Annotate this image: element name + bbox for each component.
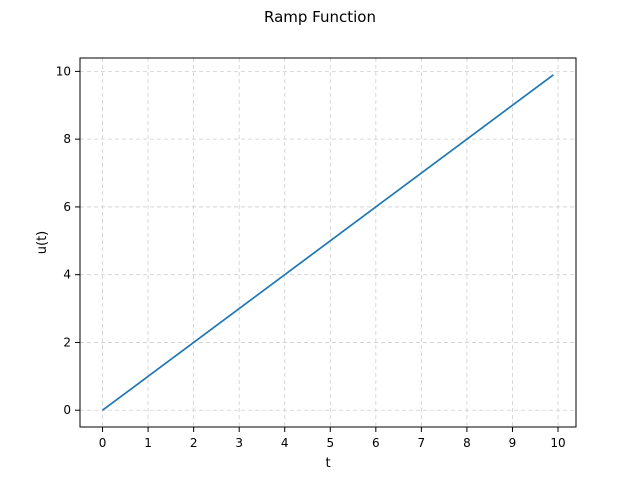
x-tick-label: 1 xyxy=(144,436,152,450)
x-tick-label: 7 xyxy=(418,436,426,450)
y-tick-label: 4 xyxy=(63,268,71,282)
x-tick-label: 5 xyxy=(326,436,334,450)
plot-area-frame xyxy=(79,57,577,428)
x-tick-label: 3 xyxy=(235,436,243,450)
ramp-series-line-0 xyxy=(102,74,554,411)
series-layer xyxy=(102,74,554,411)
y-tick-label: 0 xyxy=(63,403,71,417)
y-tick-label: 10 xyxy=(56,64,71,78)
x-tick-label: 0 xyxy=(99,436,107,450)
y-tick-label: 6 xyxy=(63,200,71,214)
grid-lines xyxy=(80,58,576,427)
x-tick-label: 8 xyxy=(463,436,471,450)
x-tick-label: 6 xyxy=(372,436,380,450)
y-tick-label: 2 xyxy=(63,335,71,349)
y-axis-label: u(t) xyxy=(35,231,50,254)
y-tick-label: 8 xyxy=(63,132,71,146)
x-tick-label: 4 xyxy=(281,436,289,450)
chart-title: Ramp Function xyxy=(264,8,376,26)
x-tick-label: 2 xyxy=(190,436,198,450)
y-axis-ticks: 0 2 4 6 8 10 xyxy=(56,64,80,417)
x-axis-ticks: 0 1 2 3 4 5 6 7 8 9 10 xyxy=(99,427,566,450)
x-tick-label: 9 xyxy=(509,436,517,450)
x-axis-label: t xyxy=(325,456,330,471)
x-tick-label: 10 xyxy=(550,436,565,450)
